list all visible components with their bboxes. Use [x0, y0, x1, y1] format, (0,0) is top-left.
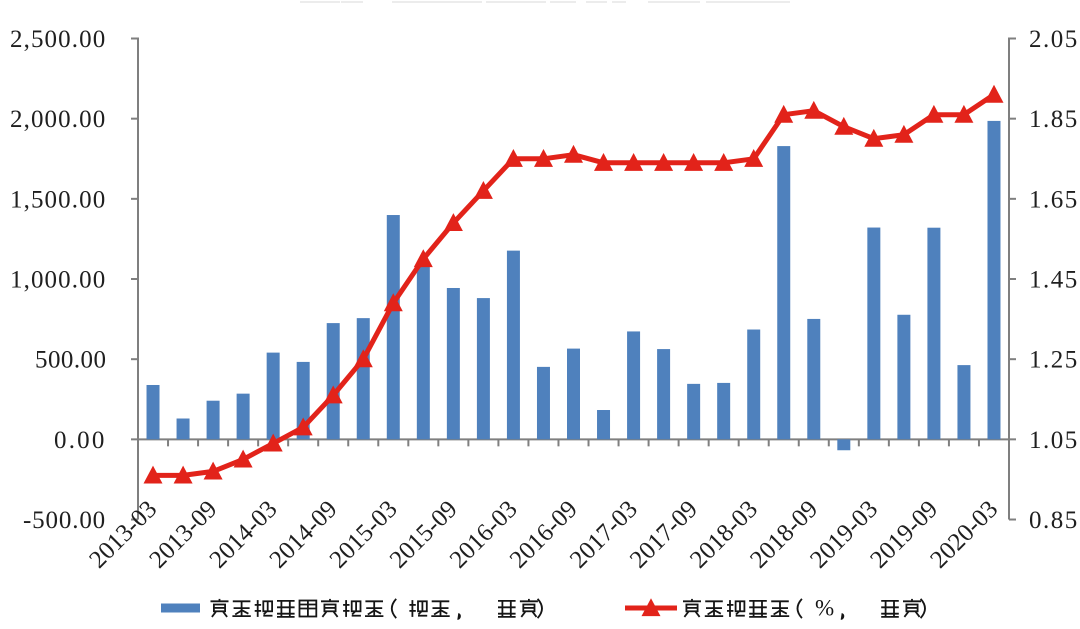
svg-text:-500.00: -500.00 [23, 507, 106, 534]
svg-text:1.85: 1.85 [1029, 106, 1079, 133]
svg-text:2,000.00: 2,000.00 [10, 106, 106, 133]
svg-text:1.45: 1.45 [1029, 267, 1079, 294]
svg-text:500.00: 500.00 [35, 347, 106, 374]
svg-text:1,000.00: 1,000.00 [10, 267, 106, 294]
svg-text:0.00: 0.00 [54, 427, 107, 454]
svg-text:1.25: 1.25 [1029, 347, 1079, 374]
svg-text:2,500.00: 2,500.00 [10, 26, 106, 53]
svg-text:0.85: 0.85 [1029, 507, 1079, 534]
svg-text:2.05: 2.05 [1029, 26, 1079, 53]
svg-text:1.05: 1.05 [1029, 427, 1079, 454]
svg-text:%: % [815, 596, 834, 621]
svg-text:1.65: 1.65 [1029, 186, 1079, 213]
svg-text:1,500.00: 1,500.00 [10, 186, 106, 213]
